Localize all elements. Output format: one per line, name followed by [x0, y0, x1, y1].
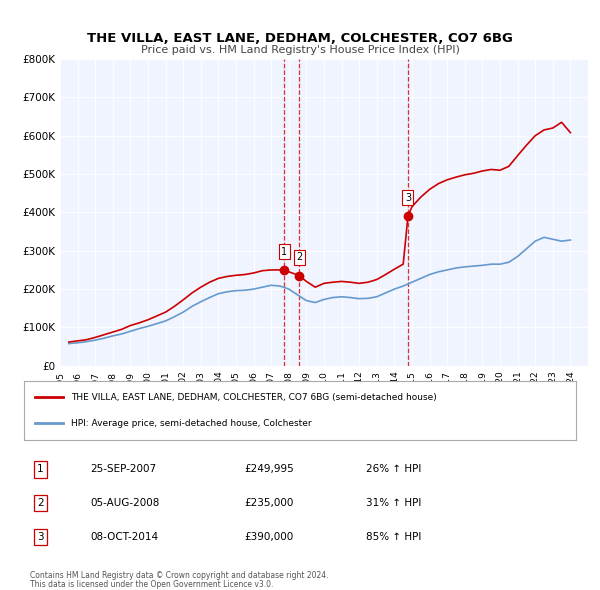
Text: THE VILLA, EAST LANE, DEDHAM, COLCHESTER, CO7 6BG (semi-detached house): THE VILLA, EAST LANE, DEDHAM, COLCHESTER… [71, 392, 437, 402]
Text: HPI: Average price, semi-detached house, Colchester: HPI: Average price, semi-detached house,… [71, 418, 311, 428]
Text: 85% ↑ HPI: 85% ↑ HPI [366, 532, 422, 542]
Text: 25-SEP-2007: 25-SEP-2007 [90, 464, 157, 474]
Text: £235,000: £235,000 [245, 499, 294, 509]
Text: 31% ↑ HPI: 31% ↑ HPI [366, 499, 422, 509]
Text: 2: 2 [37, 499, 44, 509]
Text: Contains HM Land Registry data © Crown copyright and database right 2024.: Contains HM Land Registry data © Crown c… [30, 571, 329, 580]
Text: 3: 3 [37, 532, 44, 542]
Text: This data is licensed under the Open Government Licence v3.0.: This data is licensed under the Open Gov… [30, 579, 274, 589]
Text: 26% ↑ HPI: 26% ↑ HPI [366, 464, 422, 474]
Text: 08-OCT-2014: 08-OCT-2014 [90, 532, 158, 542]
Text: 1: 1 [37, 464, 44, 474]
Text: Price paid vs. HM Land Registry's House Price Index (HPI): Price paid vs. HM Land Registry's House … [140, 45, 460, 55]
Text: 05-AUG-2008: 05-AUG-2008 [90, 499, 160, 509]
Text: THE VILLA, EAST LANE, DEDHAM, COLCHESTER, CO7 6BG: THE VILLA, EAST LANE, DEDHAM, COLCHESTER… [87, 32, 513, 45]
Text: 3: 3 [405, 193, 411, 203]
Text: 2: 2 [296, 253, 302, 262]
Text: 1: 1 [281, 247, 287, 257]
Text: £249,995: £249,995 [245, 464, 295, 474]
Text: £390,000: £390,000 [245, 532, 294, 542]
